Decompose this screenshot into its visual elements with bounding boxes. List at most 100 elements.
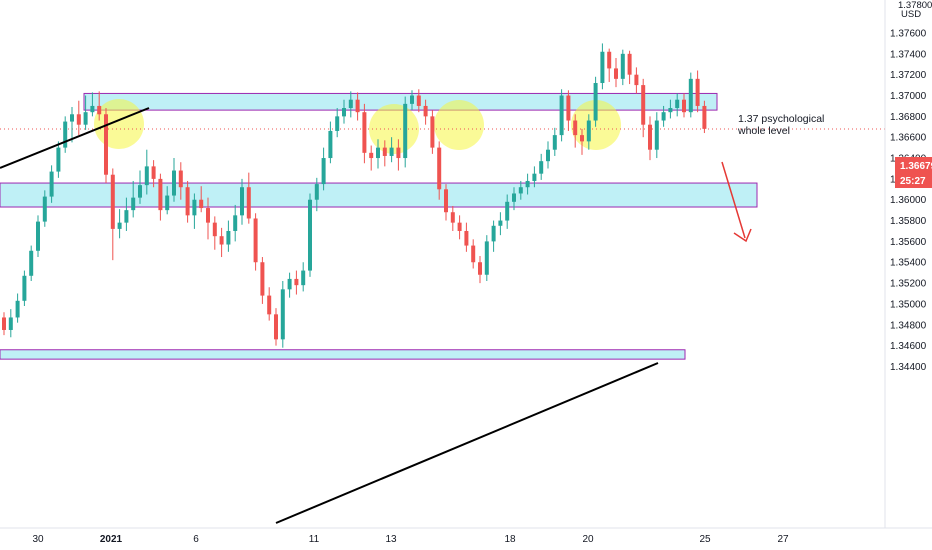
candle-body bbox=[682, 99, 686, 113]
candle-body bbox=[627, 53, 632, 75]
candle-body bbox=[2, 317, 6, 330]
candle-body bbox=[15, 300, 20, 318]
candle-body bbox=[389, 147, 394, 156]
candle-body bbox=[314, 184, 319, 200]
candle-body bbox=[185, 187, 190, 216]
candle-body bbox=[138, 185, 142, 198]
candle bbox=[573, 114, 578, 148]
candle bbox=[131, 180, 136, 218]
arrow-head bbox=[733, 228, 752, 243]
candle-body bbox=[212, 222, 217, 237]
candle-body bbox=[410, 95, 414, 104]
candle bbox=[355, 92, 360, 121]
candle-body bbox=[233, 215, 238, 231]
candle-body bbox=[457, 222, 462, 231]
candle bbox=[478, 255, 482, 284]
x-tick-label: 25 bbox=[699, 534, 711, 545]
candle bbox=[423, 99, 428, 125]
candle bbox=[76, 100, 81, 136]
candle bbox=[151, 160, 156, 188]
candle bbox=[675, 93, 680, 117]
candle bbox=[36, 215, 40, 258]
candle-body bbox=[471, 245, 476, 263]
candle bbox=[314, 177, 319, 212]
candle bbox=[389, 137, 394, 163]
candle bbox=[437, 141, 442, 200]
candle bbox=[226, 220, 231, 252]
candle-body bbox=[430, 116, 435, 148]
candle bbox=[695, 70, 700, 113]
candle bbox=[15, 293, 20, 323]
y-tick-label: 1.34400 bbox=[890, 362, 927, 373]
candle bbox=[607, 48, 612, 82]
candle-body bbox=[620, 53, 625, 79]
candle-body bbox=[661, 112, 666, 121]
price-axis-ticks: 1.37600 1.37400 1.37200 1.37000 1.36800 1.366… bbox=[890, 29, 927, 373]
y-tick-label: 1.37200 bbox=[890, 70, 927, 81]
candle-body bbox=[586, 120, 591, 142]
candle bbox=[416, 89, 421, 113]
highlight-circle bbox=[94, 99, 144, 149]
y-tick-label: 1.35200 bbox=[890, 279, 927, 290]
candle-body bbox=[104, 114, 108, 175]
candle bbox=[124, 197, 129, 231]
candle-body bbox=[165, 195, 170, 211]
candle-body bbox=[76, 114, 81, 125]
candle bbox=[280, 280, 285, 348]
candle bbox=[627, 50, 632, 85]
candle bbox=[199, 186, 204, 213]
candle-body bbox=[178, 170, 183, 188]
candle-body bbox=[593, 83, 598, 121]
candle bbox=[56, 141, 61, 178]
candle-body bbox=[253, 218, 258, 263]
candle-body bbox=[151, 166, 156, 179]
x-tick-label: 30 bbox=[32, 534, 44, 545]
candle bbox=[212, 216, 217, 250]
candle bbox=[362, 103, 367, 164]
candle bbox=[110, 168, 115, 261]
current-price-value: 1.36679 bbox=[900, 161, 932, 172]
time-axis-ticks: 30 2021 6 11 13 18 20 25 27 bbox=[32, 534, 789, 545]
candle bbox=[559, 89, 564, 142]
candle-body bbox=[29, 250, 34, 276]
candle-body bbox=[668, 108, 673, 113]
candle bbox=[274, 308, 278, 346]
candle bbox=[240, 178, 244, 225]
candle bbox=[138, 170, 142, 204]
candle bbox=[518, 180, 523, 200]
candle-body bbox=[240, 187, 244, 216]
candle bbox=[267, 287, 272, 321]
candle-body bbox=[246, 187, 251, 219]
price-axis[interactable]: 1.37600 1.37400 1.37200 1.37000 1.36800 1.366… bbox=[884, 0, 932, 528]
candle-body bbox=[539, 161, 544, 174]
candle bbox=[512, 187, 516, 211]
y-tick-label: 1.34800 bbox=[890, 320, 927, 331]
candle bbox=[42, 190, 47, 227]
candle-body bbox=[226, 230, 231, 245]
candle-body bbox=[348, 99, 353, 109]
candle bbox=[185, 180, 190, 223]
y-tick-label: 1.34600 bbox=[890, 341, 927, 352]
y-tick-label: 1.37600 bbox=[890, 29, 927, 40]
candle-body bbox=[573, 120, 578, 136]
candle-body bbox=[42, 196, 47, 222]
candle-body bbox=[607, 51, 612, 69]
candle bbox=[49, 165, 54, 203]
candle bbox=[450, 205, 455, 231]
candle-body bbox=[444, 189, 448, 213]
candle bbox=[328, 121, 333, 164]
candle-body bbox=[206, 208, 210, 223]
candle bbox=[369, 145, 374, 171]
candle-body bbox=[641, 85, 646, 125]
time-axis[interactable]: 30 2021 6 11 13 18 20 25 27 bbox=[0, 527, 932, 545]
candle-body bbox=[22, 275, 27, 301]
candle-body bbox=[260, 262, 265, 296]
candle bbox=[614, 58, 618, 88]
candle-body bbox=[614, 68, 618, 79]
candle bbox=[172, 158, 176, 202]
candle bbox=[192, 193, 197, 229]
candle-body bbox=[90, 105, 95, 113]
candle-body bbox=[199, 199, 204, 209]
candle-body bbox=[335, 116, 340, 131]
